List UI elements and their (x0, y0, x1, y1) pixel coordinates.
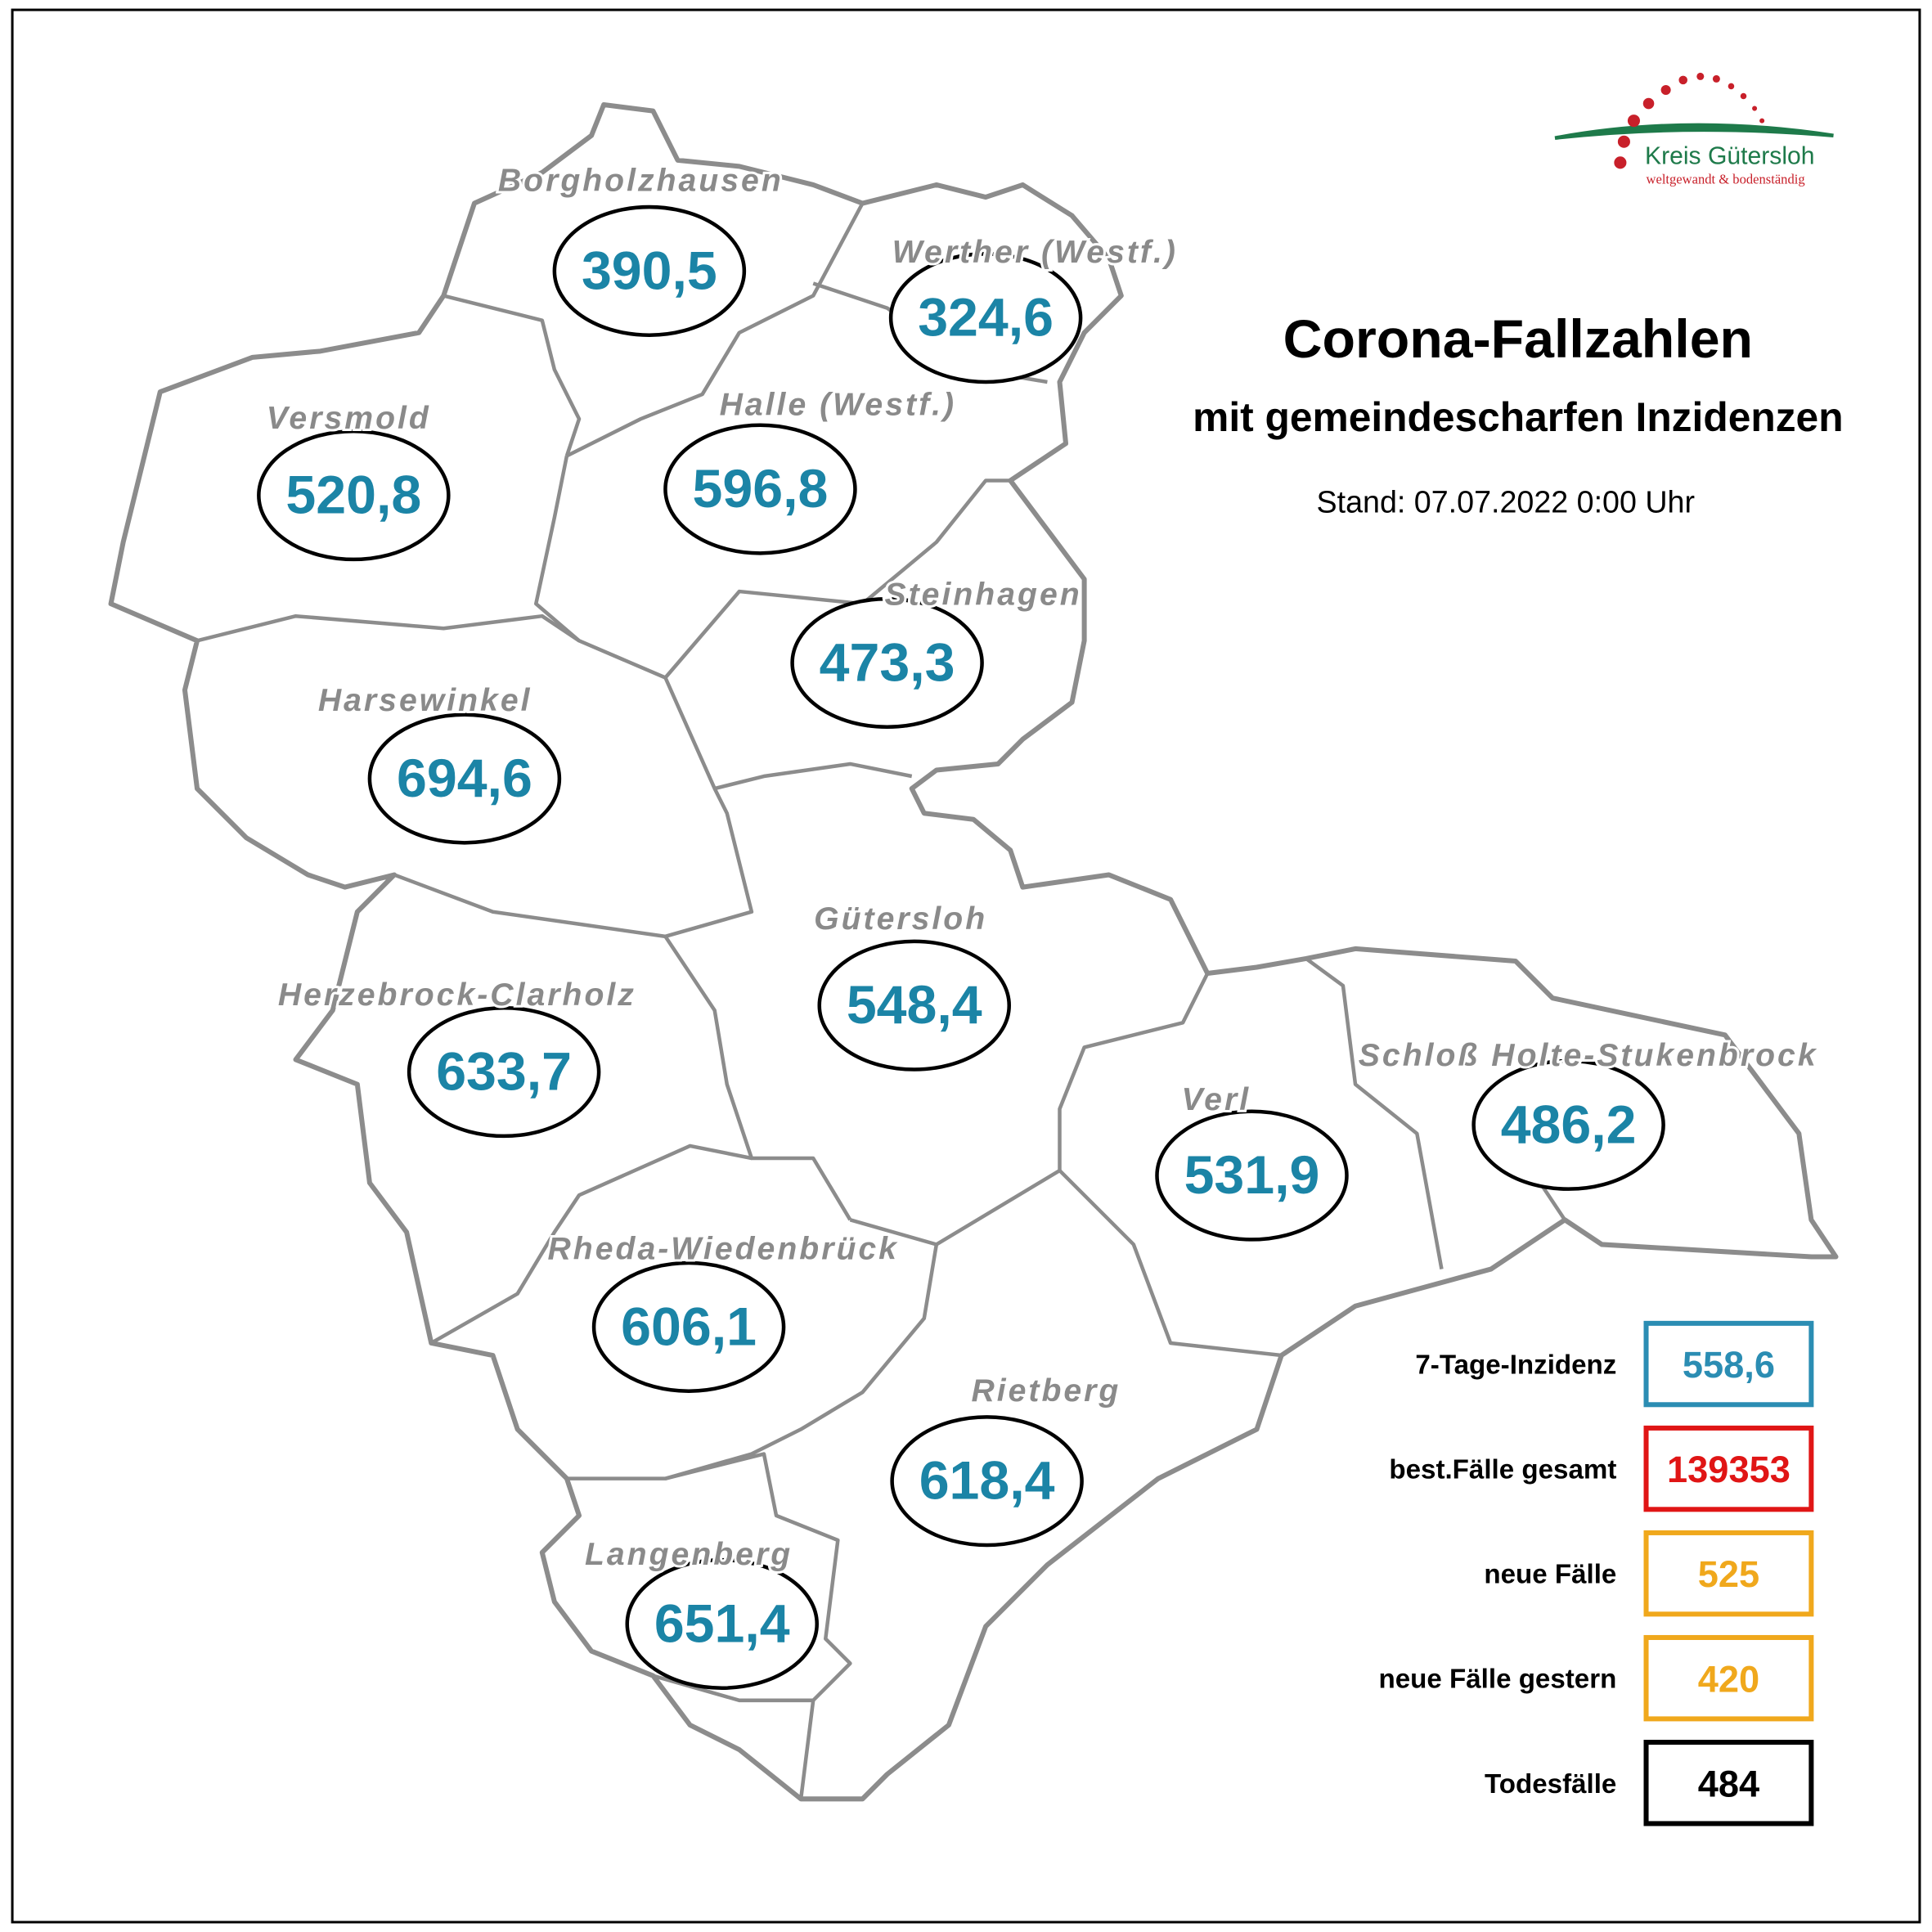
legend-value: 558,6 (1683, 1344, 1775, 1386)
incidence-value: 651,4 (654, 1593, 790, 1654)
incidence-ellipse (1155, 1109, 1349, 1242)
logo-slogan: weltgewandt & bodenständig (1647, 171, 1805, 186)
date: Stand: 07.07.2022 0:00 Uhr (1317, 485, 1695, 519)
incidence-ellipse (790, 596, 984, 730)
incidence-value: 473,3 (820, 632, 955, 693)
boundary (1058, 1169, 1282, 1358)
logo-swoosh (1554, 123, 1834, 140)
municipality-name: Herzebrock-Clarholz (278, 977, 636, 1013)
municipality-name: Werther (Westf.) (892, 235, 1178, 270)
legend-box (1643, 1530, 1814, 1617)
incidence-value: 606,1 (621, 1296, 757, 1357)
legend-value: 420 (1698, 1658, 1759, 1700)
incidence-value: 633,7 (436, 1042, 572, 1103)
incidence-ellipse (625, 1557, 819, 1691)
municipality-name: Steinhagen (885, 577, 1082, 613)
municipality-name: Schloß Holte-Stukenbrock (1359, 1038, 1818, 1073)
logo: Kreis Gütersloh weltgewandt & bodenständ… (1554, 72, 1834, 186)
boundary (196, 613, 581, 643)
incidence-value: 531,9 (1184, 1145, 1320, 1206)
frame (11, 8, 1921, 1924)
municipality-name: Langenberg (585, 1537, 793, 1572)
legend-label: best.Fälle gesamt (1389, 1455, 1616, 1485)
municipalities: Borgholzhausen 390,5 Werther (Westf.) 324,6… (257, 160, 1818, 1691)
municipality-name: Verl (1181, 1082, 1251, 1117)
logo-name: Kreis Gütersloh (1645, 142, 1815, 169)
municipality-name: Gütersloh (814, 901, 987, 937)
incidence-ellipse (817, 939, 1011, 1072)
municipality-name: Rheda-Wiedenbrück (548, 1232, 899, 1267)
municipality-name: Rietberg (971, 1373, 1121, 1409)
incidence-ellipse (888, 252, 1083, 384)
incidence-ellipse (663, 423, 857, 555)
title: Corona-Fallzahlen (1283, 309, 1753, 370)
boundary (663, 676, 913, 791)
incidence-ellipse (367, 712, 562, 845)
incidence-value: 520,8 (285, 465, 421, 526)
incidence-value: 324,6 (918, 288, 1054, 348)
legend-value: 525 (1698, 1553, 1759, 1595)
boundary (663, 479, 1011, 679)
legend-label: Todesfälle (1485, 1769, 1616, 1799)
incidence-ellipse (890, 1415, 1084, 1548)
incidence-value: 596,8 (693, 459, 829, 519)
legend-value: 484 (1698, 1763, 1759, 1804)
boundary (534, 455, 667, 680)
boundary (664, 1452, 852, 1799)
legend-box (1643, 1740, 1814, 1826)
legend-label: 7-Tage-Inzidenz (1415, 1350, 1616, 1381)
district-outline (108, 102, 1839, 1802)
map (108, 102, 1839, 1802)
logo-dots (1614, 72, 1765, 169)
municipality-name: Versmold (267, 401, 431, 436)
boundary (663, 935, 852, 1221)
boundary (1305, 957, 1444, 1269)
incidence-value: 486,2 (1501, 1094, 1637, 1155)
boundary (565, 202, 865, 458)
incidence-value: 548,4 (847, 975, 982, 1036)
legend: 7-Tage-Inzidenz 558,6 best.Fälle gesamt 139… (1378, 1320, 1814, 1826)
boundary (430, 1143, 753, 1345)
subtitle: mit gemeindescharfen Inzidenzen (1193, 394, 1843, 440)
incidence-ellipse (591, 1260, 786, 1393)
incidence-value: 390,5 (582, 240, 717, 301)
municipality-name: Halle (Westf.) (720, 388, 956, 423)
legend-box (1643, 1634, 1814, 1722)
boundary (1539, 1181, 1566, 1221)
legend-label: neue Fälle (1484, 1560, 1616, 1590)
boundary (443, 294, 582, 457)
legend-label: neue Fälle gestern (1378, 1665, 1616, 1695)
incidence-ellipse (407, 1005, 601, 1139)
canvas: Kreis Gütersloh weltgewandt & bodenständ… (11, 8, 1921, 1924)
incidence-value: 694,6 (397, 748, 532, 809)
boundary (652, 1674, 814, 1703)
legend-value: 139353 (1667, 1449, 1790, 1490)
legend-box (1643, 1425, 1814, 1512)
incidence-ellipse (552, 204, 747, 337)
legend-box (1643, 1320, 1814, 1408)
incidence-ellipse (1471, 1058, 1665, 1191)
municipality-name: Borgholzhausen (498, 163, 784, 198)
municipality-name: Harsewinkel (318, 683, 532, 718)
incidence-ellipse (257, 429, 451, 562)
incidence-value: 618,4 (919, 1451, 1055, 1512)
